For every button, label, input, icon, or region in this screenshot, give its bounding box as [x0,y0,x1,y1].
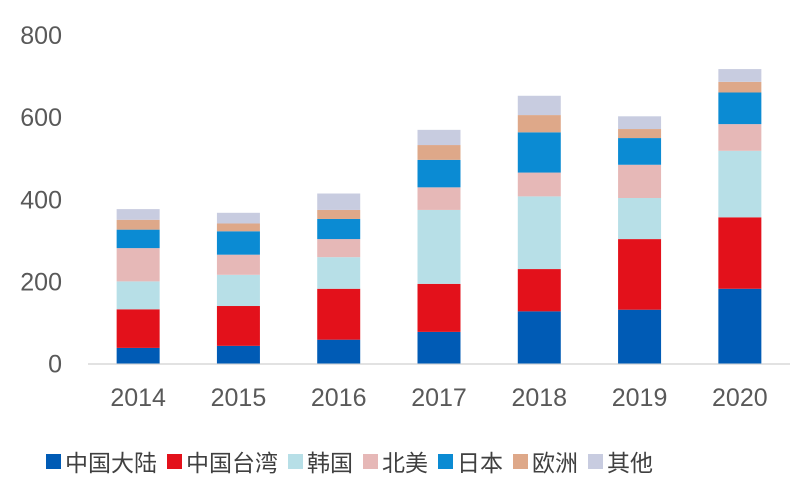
legend-item: 中国大陆 [46,444,157,478]
bar-segment [317,339,361,364]
legend-item: 北美 [363,444,428,478]
y-tick-label: 800 [20,22,62,50]
bar-segment [116,248,160,282]
legend-swatch [46,453,61,469]
bar-segment [317,193,361,210]
legend-label: 中国台湾 [186,451,278,477]
bar-segment [718,81,762,93]
legend-swatch [513,453,528,469]
bar-segment [216,274,260,307]
legend-label: 其他 [607,451,653,477]
bar-segment [618,164,662,199]
legend-label: 北美 [382,451,428,477]
legend: 中国大陆 中国台湾 韩国 北美 日本 欧洲 其他 [46,444,663,478]
legend-item: 欧洲 [513,444,578,478]
bar-segment [618,309,662,364]
bar-segment [317,218,361,240]
bar-segment [517,132,561,173]
x-tick-label: 2019 [612,384,668,412]
x-tick-label: 2014 [110,384,166,412]
bar-segment [116,209,160,220]
bar-segment [317,288,361,340]
legend-swatch [363,453,378,469]
bar-segment [517,115,561,133]
bar-segment [417,283,461,332]
bar-segment [116,309,160,348]
bar-segment [618,198,662,240]
bar-segment [216,254,260,275]
bar-segment [718,69,762,82]
legend-swatch [438,453,453,469]
legend-item: 日本 [438,444,503,478]
bar-segment [718,150,762,218]
legend-item: 韩国 [288,444,353,478]
bar-segment [116,281,160,310]
bar-segment [517,269,561,312]
legend-label: 韩国 [307,451,353,477]
bar-segment [618,138,662,165]
bar-segment [317,239,361,258]
bar-segment [417,209,461,284]
legend-swatch [167,453,182,469]
legend-label: 中国大陆 [65,451,157,477]
bar-segment [417,187,461,210]
legend-swatch [588,453,603,469]
bar-segment [718,92,762,125]
y-tick-label: 600 [20,104,62,132]
bar-segment [216,231,260,255]
bar-segment [116,229,160,249]
bar-segment [618,239,662,310]
bar-segment [216,223,260,232]
bar-segment [417,145,461,160]
bar-segment [216,212,260,224]
bar-segment [317,209,361,219]
legend-item: 其他 [588,444,653,478]
bar-segment [116,219,160,230]
legend-label: 日本 [457,451,503,477]
x-tick-label: 2015 [211,384,267,412]
bar-segment [718,288,762,364]
bar-segment [618,129,662,139]
bar-segment [216,306,260,346]
bar-segment [517,172,561,197]
bar-segment [718,124,762,151]
bar-segment [417,159,461,188]
bar-segment [517,95,561,116]
bar-segment [116,347,160,364]
bar-segment [517,196,561,270]
bar-segment [618,116,662,130]
legend-item: 中国台湾 [167,444,278,478]
bar-segment [417,129,461,146]
stacked-bar-chart: 0 200 400 600 800 2014 2015 2016 2017 2018 2019 202… [20,22,790,412]
x-tick-label: 2020 [712,384,768,412]
legend-label: 欧洲 [532,451,578,477]
y-tick-label: 200 [20,268,62,296]
legend-swatch [288,453,303,469]
x-tick-label: 2017 [411,384,467,412]
bar-segment [317,257,361,289]
y-tick-label: 400 [20,186,62,214]
bar-segment [517,311,561,364]
y-tick-label: 0 [48,351,62,379]
x-tick-label: 2018 [511,384,567,412]
bar-segment [417,331,461,364]
bar-segment [216,345,260,364]
bar-segment [718,217,762,289]
x-tick-label: 2016 [311,384,367,412]
